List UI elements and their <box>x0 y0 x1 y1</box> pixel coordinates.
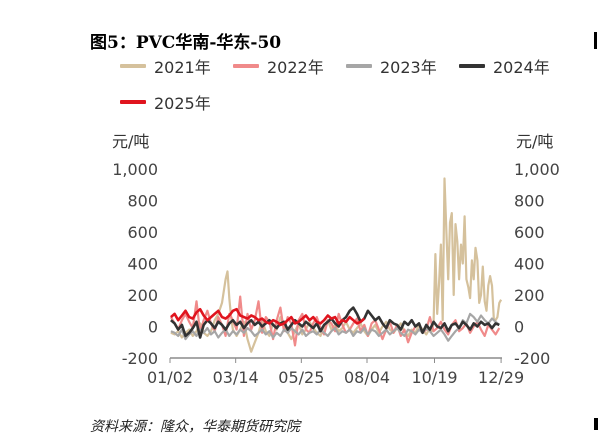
legend-label: 2025年 <box>154 94 211 113</box>
x-tick-label: 08/04 <box>344 368 390 387</box>
legend-label: 2021年 <box>154 58 211 77</box>
edge-mark-bottom <box>594 418 598 430</box>
y-tick-label-right: 400 <box>514 255 545 274</box>
x-axis-ticks: 01/02 03/14 05/25 08/04 10/19 12/29 <box>147 358 524 387</box>
legend-swatch <box>120 100 146 104</box>
y-tick-label-right: -200 <box>514 349 550 368</box>
legend-swatch <box>346 64 372 68</box>
source-note: 资料来源：隆众，华泰期货研究院 <box>90 419 300 435</box>
legend-item: 2023年 <box>346 54 437 78</box>
series-line <box>169 295 501 347</box>
legend-item: 2024年 <box>459 54 550 78</box>
legend-swatch <box>120 64 146 68</box>
legend-swatch <box>459 64 485 68</box>
edge-mark <box>594 32 597 49</box>
y-tick-label-left: 1,000 <box>112 160 158 179</box>
series-layer <box>169 177 503 353</box>
x-tick-label: 12/29 <box>478 368 524 387</box>
y-tick-label-right: 800 <box>514 192 545 211</box>
y-tick-label-left: 400 <box>127 255 158 274</box>
legend-label: 2023年 <box>380 58 437 77</box>
legend-item: 2022年 <box>233 54 324 78</box>
y-tick-label-right: 1,000 <box>514 160 560 179</box>
left-axis-ticks: -200 0 200 400 600 800 1,000 <box>112 160 158 368</box>
left-axis-unit: 元/吨 <box>112 132 150 151</box>
y-tick-label-right: 200 <box>514 286 545 305</box>
x-tick-label: 05/25 <box>278 368 324 387</box>
y-tick-label-right: 0 <box>514 318 524 337</box>
right-axis-unit: 元/吨 <box>516 132 554 151</box>
chart-title: 图5：PVC华南-华东-50 <box>90 33 282 53</box>
x-tick-label: 10/19 <box>411 368 457 387</box>
y-tick-label-right: 600 <box>514 223 545 242</box>
y-tick-label-left: 0 <box>148 318 158 337</box>
series-line <box>170 307 366 327</box>
right-axis-ticks: -200 0 200 400 600 800 1,000 <box>514 160 560 368</box>
y-tick-label-left: -200 <box>122 349 158 368</box>
y-tick-label-left: 800 <box>127 192 158 211</box>
legend-swatch <box>233 64 259 68</box>
x-tick-label: 01/02 <box>147 368 193 387</box>
y-tick-label-left: 200 <box>127 286 158 305</box>
legend-item: 2021年 <box>120 54 211 78</box>
legend-item: 2025年 <box>120 90 211 114</box>
legend-label: 2022年 <box>267 58 324 77</box>
legend-label: 2024年 <box>493 58 550 77</box>
x-tick-label: 03/14 <box>213 368 259 387</box>
y-tick-label-left: 600 <box>127 223 158 242</box>
series-line <box>170 306 500 339</box>
